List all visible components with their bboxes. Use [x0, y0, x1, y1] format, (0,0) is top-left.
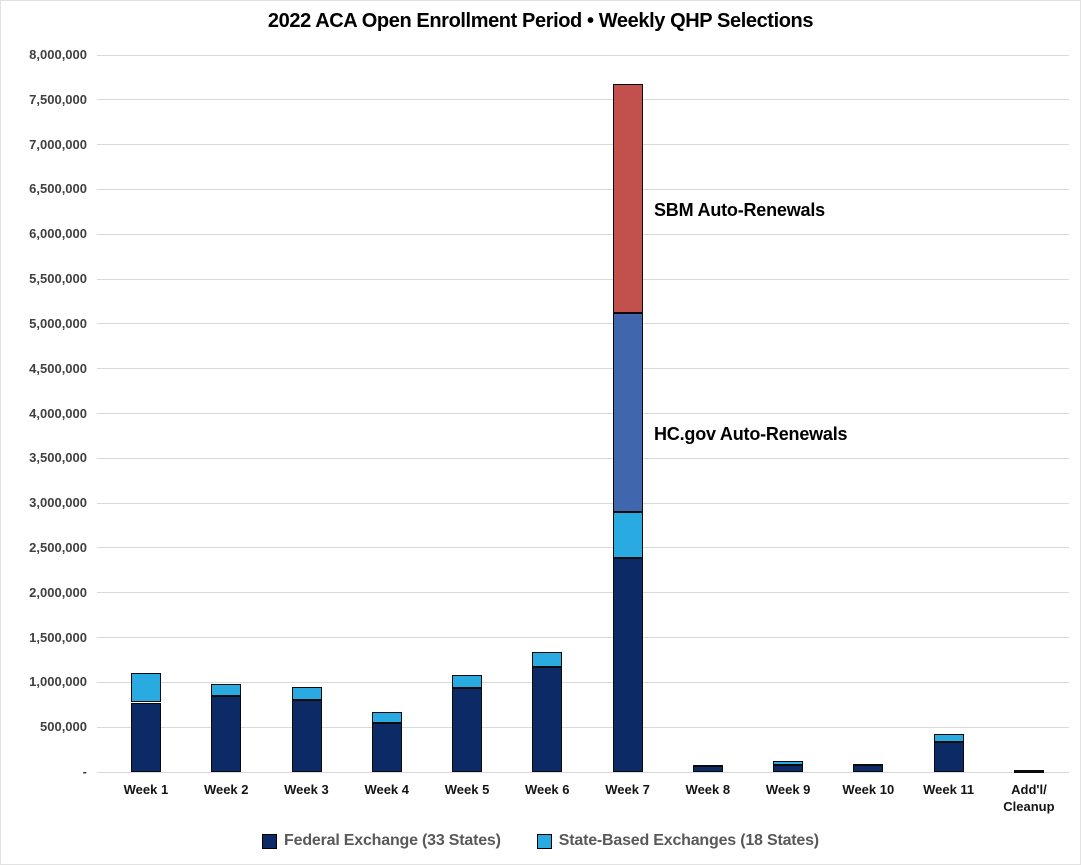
bar-segment-federal: [130, 702, 161, 772]
legend-label-federal: Federal Exchange (33 States): [284, 832, 501, 849]
legend-item-state: State-Based Exchanges (18 States): [536, 832, 819, 850]
gridline: [97, 726, 1069, 728]
y-axis-tick-label: -: [82, 764, 87, 779]
bar-segment-state: [452, 675, 482, 688]
y-axis-tick-label: 4,000,000: [29, 405, 87, 421]
gridline: [97, 188, 1069, 190]
gridline: [97, 502, 1069, 504]
gridline: [97, 278, 1069, 280]
y-axis-tick-label: 500,000: [40, 719, 87, 735]
x-axis-category-label: Add'l/ Cleanup: [1003, 782, 1055, 814]
y-axis-tick-label: 1,500,000: [29, 629, 87, 645]
bar-segment-federal: [933, 742, 964, 772]
gridline: [97, 99, 1069, 101]
y-axis-tick-label: 5,000,000: [29, 315, 87, 331]
annotation-sbm-auto-renewals: SBM Auto-Renewals: [654, 200, 825, 220]
bar-segment-sbm_auto: [612, 84, 643, 314]
bar-segment-state: [211, 684, 242, 697]
x-axis-category-label: Week 4: [364, 782, 410, 797]
bar-segment-state: [532, 651, 563, 667]
bar-segment-federal: [773, 764, 804, 772]
x-axis-category-label: Week 10: [842, 782, 895, 797]
y-axis-tick-label: 2,000,000: [29, 584, 87, 600]
legend-item-federal: Federal Exchange (33 States): [262, 832, 501, 850]
y-axis-tick-label: 7,500,000: [29, 91, 87, 107]
bar-segment-state: [130, 673, 161, 703]
bar-segment-federal: [211, 696, 242, 772]
gridline: [97, 771, 1069, 773]
x-axis-category-label: Week 9: [765, 782, 811, 797]
x-axis-category-label: Week 7: [605, 782, 650, 797]
legend-label-state: State-Based Exchanges (18 States): [558, 832, 819, 849]
gridline: [97, 547, 1069, 549]
x-axis-category-label: Week 2: [203, 782, 249, 797]
bar-segment-federal: [612, 557, 643, 772]
bar-segment-state: [371, 712, 402, 724]
x-axis-category-label: Week 1: [123, 782, 169, 797]
x-axis-category-label: Week 6: [524, 782, 570, 797]
gridline: [97, 54, 1069, 56]
bar-segment-federal: [371, 723, 402, 772]
bar-segment-hcgov_auto: [612, 313, 643, 512]
legend: Federal Exchange (33 States) State-Based…: [1, 832, 1080, 850]
y-axis-tick-label: 2,500,000: [29, 539, 87, 555]
x-axis-category-label: Week 11: [923, 782, 975, 797]
gridline: [97, 233, 1069, 235]
gridline: [97, 144, 1069, 146]
y-axis-tick-label: 3,000,000: [29, 495, 87, 511]
gridline: [97, 457, 1069, 459]
x-axis-category-label: Week 5: [444, 782, 490, 797]
bar-segment-state: [612, 511, 643, 558]
y-axis-tick-label: 5,500,000: [29, 271, 87, 287]
gridline: [97, 323, 1069, 325]
gridline: [97, 413, 1069, 414]
bar-segment-federal: [692, 766, 723, 772]
annotation-hc-gov-auto-renewals: HC.gov Auto-Renewals: [654, 424, 848, 444]
bar-segment-state: [1013, 769, 1044, 772]
gridline: [97, 681, 1069, 683]
y-axis-tick-label: 1,000,000: [29, 674, 87, 690]
bar-segment-state: [773, 761, 804, 765]
gridline: [97, 592, 1069, 594]
x-axis-category-label: Week 3: [284, 782, 329, 797]
bar-segment-state: [692, 764, 723, 767]
y-axis-tick-label: 4,500,000: [29, 360, 87, 376]
bar-segment-state: [291, 686, 322, 701]
chart-title: 2022 ACA Open Enrollment Period • Weekly…: [267, 10, 814, 32]
y-axis-tick-label: 8,000,000: [29, 47, 87, 62]
bar-segment-federal: [291, 700, 322, 772]
y-axis-tick-label: 6,500,000: [29, 181, 87, 197]
bar-segment-state: [853, 764, 884, 767]
gridline: [97, 637, 1069, 639]
gridline: [97, 368, 1069, 370]
y-axis-tick-label: 6,000,000: [29, 226, 87, 242]
legend-swatch-state: [536, 833, 552, 849]
legend-swatch-federal: [262, 833, 278, 849]
bar-segment-state: [933, 734, 964, 742]
bar-segment-federal: [532, 666, 563, 772]
x-axis-category-label: Week 8: [685, 782, 731, 797]
bar-segment-federal: [452, 687, 482, 772]
y-axis-tick-label: 3,500,000: [29, 450, 87, 466]
y-axis-tick-label: 7,000,000: [29, 136, 87, 152]
